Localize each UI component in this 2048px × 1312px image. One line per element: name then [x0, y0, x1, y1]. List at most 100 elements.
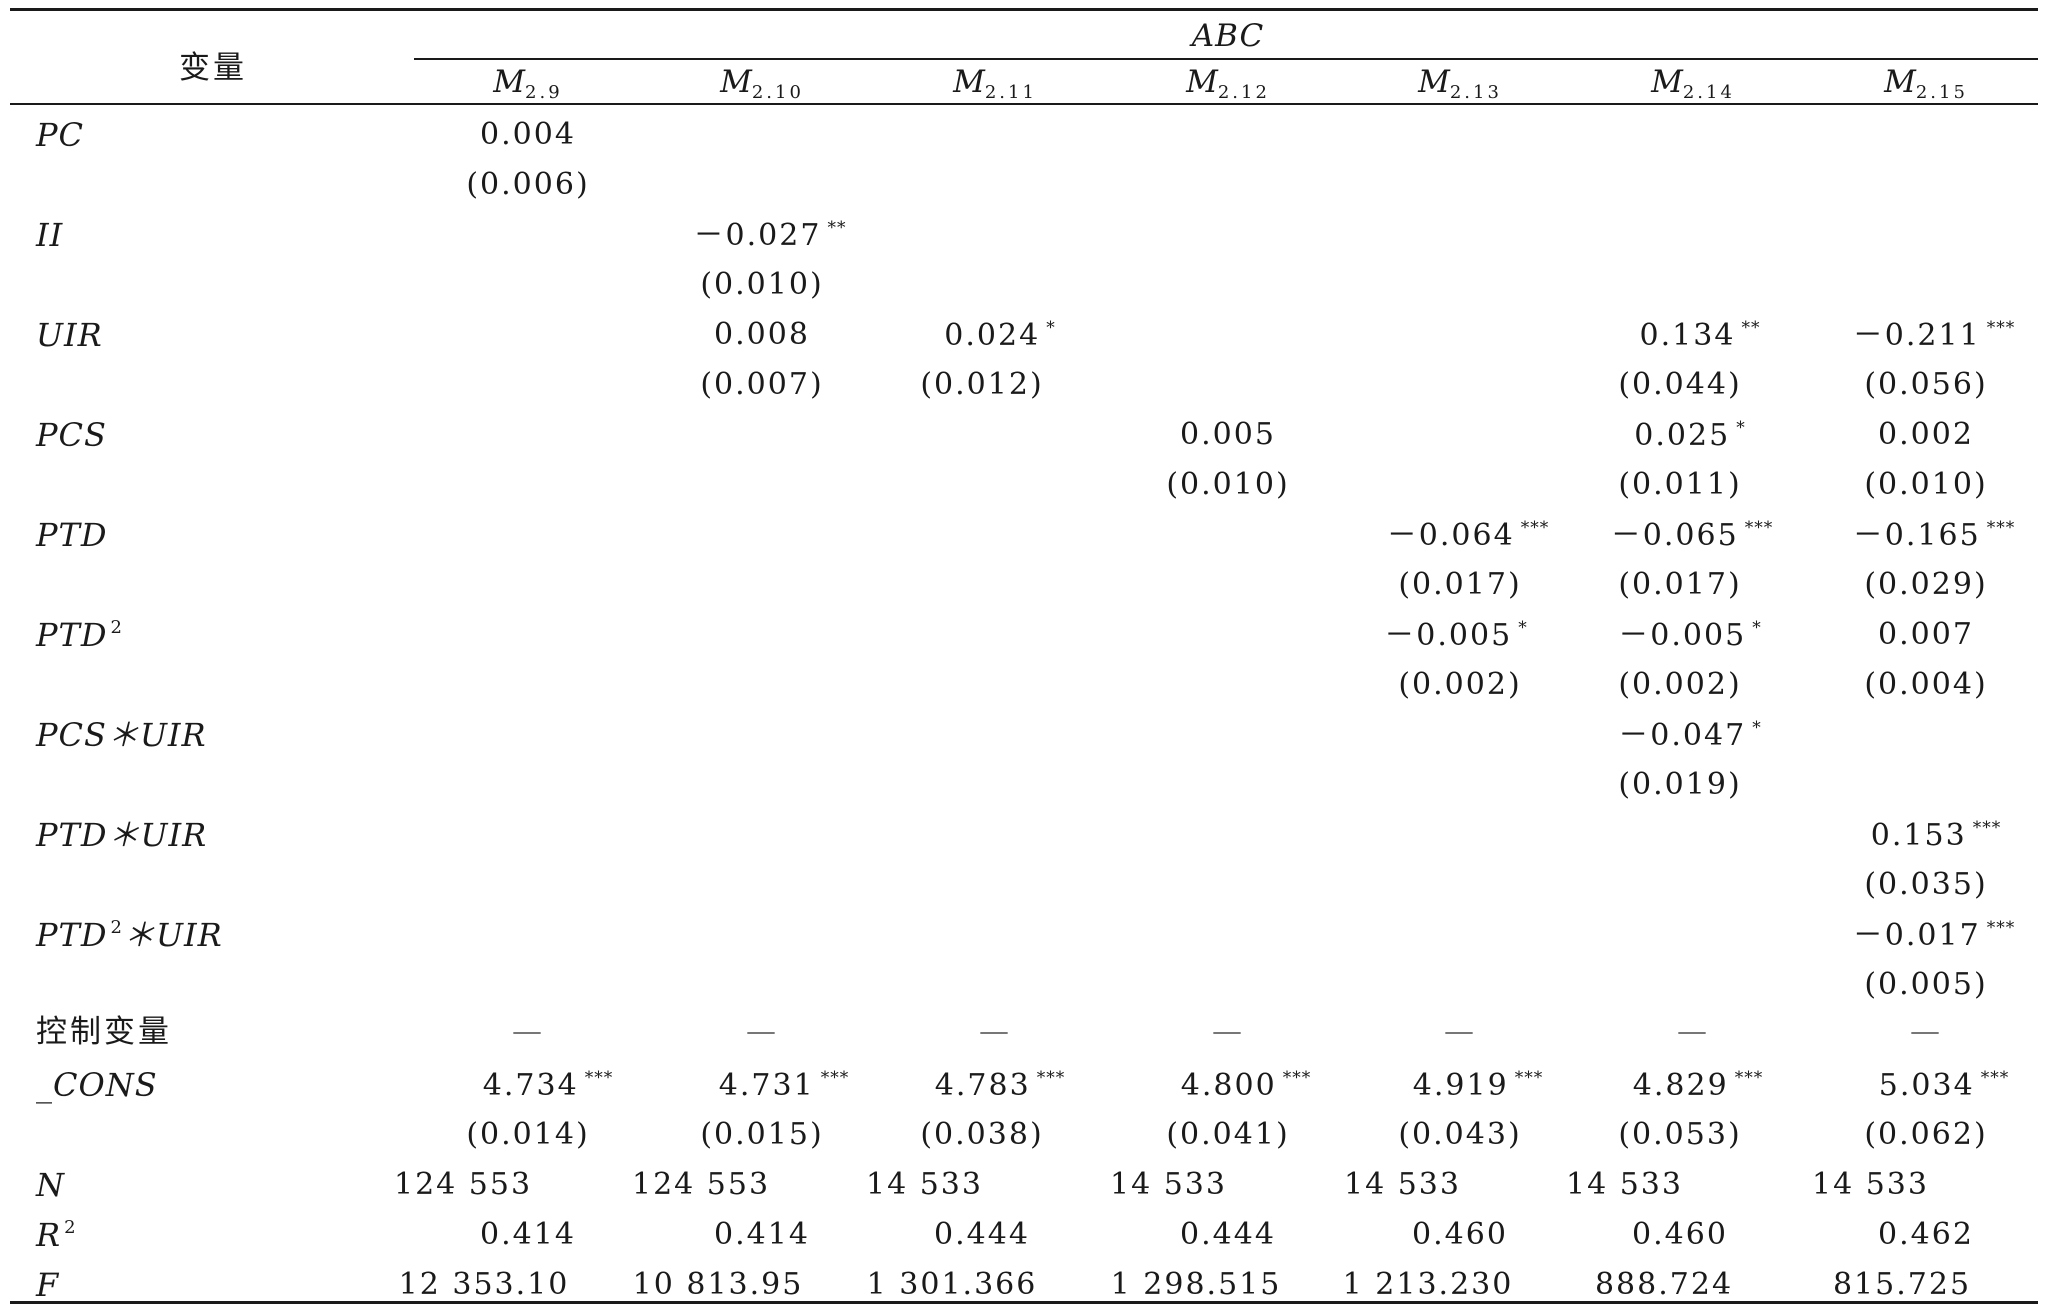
row-label-ptd-uir: PTD＊UIR — [36, 816, 208, 854]
r2-m2-9: 0.414 — [480, 1217, 576, 1252]
se-uir-m2-10: (0.007) — [700, 367, 824, 402]
r2-m2-10: 0.414 — [714, 1217, 810, 1252]
coef-cons-m2-13: 4.919 *** — [1412, 1068, 1544, 1103]
row-label-ii: II — [36, 216, 64, 254]
table-top-rule — [10, 8, 2038, 11]
coef-pcs-m2-14: 0.025 * — [1634, 418, 1746, 453]
table-header-rule — [10, 103, 2038, 105]
se-uir-m2-11: (0.012) — [920, 367, 1044, 402]
se-ptd2-m2-15: (0.004) — [1864, 667, 1988, 702]
f-m2-14: 888.724 — [1594, 1267, 1734, 1302]
coef-cons-m2-12: 4.800 *** — [1180, 1068, 1312, 1103]
coef-uir-m2-11: 0.024 * — [944, 318, 1056, 353]
se-uir-m2-15: (0.056) — [1864, 367, 1988, 402]
se-pcs-m2-15: (0.010) — [1864, 467, 1988, 502]
stub-header: 变量 — [179, 50, 247, 86]
coef-ptd-m2-13: －0.064 *** — [1386, 518, 1550, 553]
column-header-m2-12: M2.12 — [1186, 64, 1270, 103]
se-pcs-m2-14: (0.011) — [1618, 467, 1742, 502]
controls-m2-13: — — [1444, 1014, 1476, 1049]
coef-ptd-m2-14: －0.065 *** — [1610, 518, 1774, 553]
column-header-m2-15: M2.15 — [1884, 64, 1968, 103]
n-m2-12: 14 533 — [1110, 1167, 1227, 1202]
se-pcs-uir-m2-14: (0.019) — [1618, 767, 1742, 802]
f-m2-15: 815.725 — [1832, 1267, 1972, 1302]
n-m2-10: 124 553 — [632, 1167, 771, 1202]
controls-m2-10: — — [746, 1014, 778, 1049]
n-m2-9: 124 553 — [394, 1167, 533, 1202]
se-ptd2-m2-13: (0.002) — [1398, 667, 1522, 702]
column-header-m2-11: M2.11 — [953, 64, 1037, 103]
f-m2-11: 1 301.366 — [866, 1267, 1038, 1302]
coef-cons-m2-9: 4.734 *** — [482, 1068, 614, 1103]
se-cons-m2-14: (0.053) — [1618, 1117, 1742, 1152]
se-ptd-m2-15: (0.029) — [1864, 567, 1988, 602]
se-cons-m2-12: (0.041) — [1166, 1117, 1290, 1152]
n-m2-11: 14 533 — [866, 1167, 983, 1202]
coef-cons-m2-14: 4.829 *** — [1632, 1068, 1764, 1103]
se-ptd-uir-m2-15: (0.035) — [1864, 867, 1988, 902]
row-label-ptd2: PTD 2 — [36, 616, 123, 654]
group-header: ABC — [1191, 18, 1265, 54]
coef-cons-m2-10: 4.731 *** — [718, 1068, 850, 1103]
r2-m2-11: 0.444 — [934, 1217, 1030, 1252]
row-label-f: F — [36, 1266, 60, 1304]
se-ptd2-m2-14: (0.002) — [1618, 667, 1742, 702]
se-ptd-m2-13: (0.017) — [1398, 567, 1522, 602]
coef-ptd2-m2-14: －0.005 * — [1618, 618, 1762, 653]
r2-m2-14: 0.460 — [1632, 1217, 1728, 1252]
coef-uir-m2-15: －0.211 *** — [1852, 318, 2016, 353]
controls-m2-9: — — [512, 1014, 544, 1049]
se-cons-m2-11: (0.038) — [920, 1117, 1044, 1152]
coef-ptd-uir-m2-15: 0.153 *** — [1870, 818, 2002, 853]
se-pc-m2-9: (0.006) — [466, 167, 590, 202]
row-label-cons: _CONS — [36, 1066, 158, 1104]
row-label-ptd: PTD — [36, 516, 108, 554]
coef-pc-m2-9: 0.004 — [480, 117, 576, 152]
coef-ii-m2-10: －0.027 ** — [693, 218, 847, 253]
row-label-pcs-uir: PCS＊UIR — [36, 716, 207, 754]
controls-m2-14: — — [1677, 1014, 1709, 1049]
row-label-uir: UIR — [36, 316, 103, 354]
f-m2-10: 10 813.95 — [632, 1267, 804, 1302]
table-bottom-rule — [10, 1301, 2038, 1304]
n-m2-13: 14 533 — [1344, 1167, 1461, 1202]
n-m2-15: 14 533 — [1812, 1167, 1929, 1202]
coef-ptd-m2-15: －0.165 *** — [1852, 518, 2016, 553]
coef-ptd2-m2-15: 0.007 — [1878, 617, 1974, 652]
r2-m2-15: 0.462 — [1878, 1217, 1974, 1252]
controls-m2-12: — — [1212, 1014, 1244, 1049]
se-cons-m2-13: (0.043) — [1398, 1117, 1522, 1152]
f-m2-13: 1 213.230 — [1342, 1267, 1514, 1302]
coef-uir-m2-14: 0.134 ** — [1639, 318, 1761, 353]
column-header-m2-13: M2.13 — [1418, 64, 1502, 103]
row-label-n: N — [36, 1166, 65, 1204]
column-header-m2-10: M2.10 — [720, 64, 804, 103]
coef-pcs-uir-m2-14: －0.047 * — [1618, 718, 1762, 753]
se-cons-m2-9: (0.014) — [466, 1117, 590, 1152]
controls-m2-11: — — [979, 1014, 1011, 1049]
se-ptd2-uir-m2-15: (0.005) — [1864, 967, 1988, 1002]
column-header-m2-9: M2.9 — [493, 64, 563, 103]
f-m2-12: 1 298.515 — [1110, 1267, 1282, 1302]
se-ii-m2-10: (0.010) — [700, 267, 824, 302]
column-header-m2-14: M2.14 — [1651, 64, 1735, 103]
coef-cons-m2-15: 5.034 *** — [1878, 1068, 2010, 1103]
se-ptd-m2-14: (0.017) — [1618, 567, 1742, 602]
controls-m2-15: — — [1910, 1014, 1942, 1049]
coef-ptd2-m2-13: －0.005 * — [1384, 618, 1528, 653]
row-label-pcs: PCS — [36, 416, 107, 454]
coef-pcs-m2-15: 0.002 — [1878, 417, 1974, 452]
n-m2-14: 14 533 — [1566, 1167, 1683, 1202]
row-label-ptd2-uir: PTD 2＊UIR — [36, 916, 223, 954]
coef-uir-m2-10: 0.008 — [714, 317, 810, 352]
se-pcs-m2-12: (0.010) — [1166, 467, 1290, 502]
coef-pcs-m2-12: 0.005 — [1180, 417, 1276, 452]
se-cons-m2-10: (0.015) — [700, 1117, 824, 1152]
group-header-rule — [414, 58, 2038, 60]
r2-m2-12: 0.444 — [1180, 1217, 1276, 1252]
se-uir-m2-14: (0.044) — [1618, 367, 1742, 402]
coef-cons-m2-11: 4.783 *** — [934, 1068, 1066, 1103]
r2-m2-13: 0.460 — [1412, 1217, 1508, 1252]
